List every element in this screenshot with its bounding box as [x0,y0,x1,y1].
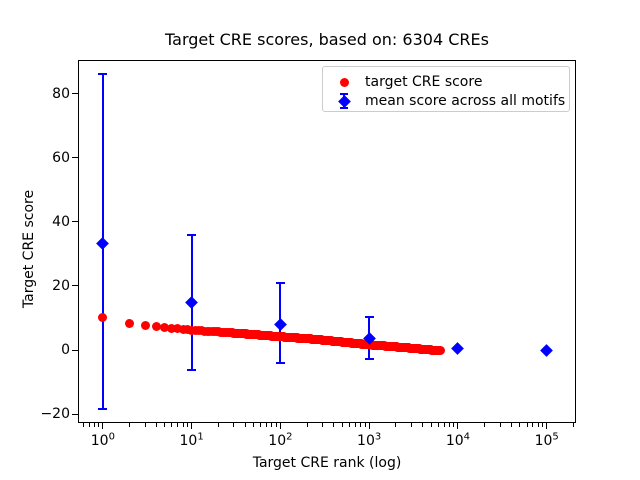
x-axis-minor-tick [93,423,95,427]
x-axis-minor-tick [275,423,277,427]
y-axis-label: Target CRE score [21,189,37,309]
x-axis-tick [191,423,193,429]
x-axis-minor-tick [526,423,528,427]
x-axis-minor-tick [443,423,445,427]
x-axis-tick [279,423,281,429]
x-axis-minor-tick [437,423,439,427]
x-axis-minor-tick [453,423,455,427]
x-axis-minor-tick [354,423,356,427]
error-bar-cap [98,407,108,410]
x-axis-minor-tick [542,423,544,427]
x-axis-minor-tick [422,423,424,427]
y-tick-label: 80 [52,85,70,102]
x-tick-label: 104 [445,431,471,449]
y-axis-tick [72,221,78,223]
x-axis-minor-tick [519,423,521,427]
error-bar-cap [187,369,197,372]
y-axis-tick [72,349,78,351]
red-circle-marker-icon [323,72,365,92]
x-axis-minor-tick [155,423,157,427]
x-axis-minor-tick [182,423,184,427]
y-tick-label: 20 [52,277,70,294]
x-axis-minor-tick [411,423,413,427]
x-axis-minor-tick [364,423,366,427]
x-axis-minor-tick [322,423,324,427]
x-axis-minor-tick [537,423,539,427]
error-bar-cap [187,234,197,237]
x-axis-minor-tick [448,423,450,427]
x-axis-minor-tick [217,423,219,427]
x-axis-minor-tick [253,423,255,427]
x-axis-minor-tick [98,423,100,427]
error-bar-cap [364,316,374,319]
x-axis-minor-tick [395,423,397,427]
x-axis-minor-tick [360,423,362,427]
y-tick-label: 0 [61,342,70,359]
x-axis-minor-tick [88,423,90,427]
x-axis-minor-tick [271,423,273,427]
x-axis-minor-tick [82,423,84,427]
y-axis-tick [72,413,78,415]
blue-diamond-marker-icon [323,91,365,111]
x-axis-minor-tick [348,423,350,427]
legend-label-target-cre-score: target CRE score [365,74,483,90]
x-axis-minor-tick [532,423,534,427]
red-dot [151,322,161,332]
red-dot [160,323,170,333]
x-tick-label: 101 [179,431,204,449]
red-dot [173,324,183,334]
x-axis-minor-tick [484,423,486,427]
x-axis-minor-tick [260,423,262,427]
x-axis-minor-tick [510,423,512,427]
x-axis-tick [102,423,104,429]
error-bar-cap [275,282,285,285]
x-axis-minor-tick [164,423,166,427]
red-dot [125,319,135,329]
x-axis-minor-tick [333,423,335,427]
red-dot [140,321,150,331]
x-axis-minor-tick [266,423,268,427]
y-tick-label: −20 [40,406,70,423]
error-bar-cap [98,73,108,76]
red-dot [178,324,188,334]
red-dot [98,312,108,322]
x-axis-tick [457,423,459,429]
x-tick-label: 100 [90,431,115,449]
x-tick-label: 102 [268,431,293,449]
legend-item-target-cre-score: target CRE score [323,72,482,92]
x-axis-minor-tick [171,423,173,427]
x-axis-minor-tick [430,423,432,427]
x-axis-minor-tick [306,423,308,427]
x-axis-minor-tick [572,423,574,427]
x-tick-label: 105 [534,431,559,449]
legend-label-mean-score: mean score across all motifs [365,93,566,109]
plot-area [78,60,576,423]
error-bar-cap [364,357,374,360]
x-axis-label: Target CRE rank (log) [252,455,402,471]
red-dot [435,346,445,356]
x-axis-minor-tick [233,423,235,427]
x-axis-tick [368,423,370,429]
x-axis-minor-tick [129,423,131,427]
y-axis-tick [72,93,78,95]
x-axis-minor-tick [177,423,179,427]
red-dot [167,323,177,333]
x-axis-minor-tick [187,423,189,427]
x-axis-tick [546,423,548,429]
y-tick-label: 60 [52,149,70,166]
y-axis-tick [72,157,78,159]
chart-title: Target CRE scores, based on: 6304 CREs [165,30,489,49]
y-axis-tick [72,285,78,287]
error-bar-cap [275,362,285,365]
y-tick-label: 40 [52,213,70,230]
x-tick-label: 103 [357,431,382,449]
legend: target CRE score mean score across all m… [322,66,570,112]
legend-item-mean-score: mean score across all motifs [323,91,565,111]
x-axis-minor-tick [144,423,146,427]
x-axis-minor-tick [499,423,501,427]
x-axis-minor-tick [341,423,343,427]
x-axis-minor-tick [244,423,246,427]
